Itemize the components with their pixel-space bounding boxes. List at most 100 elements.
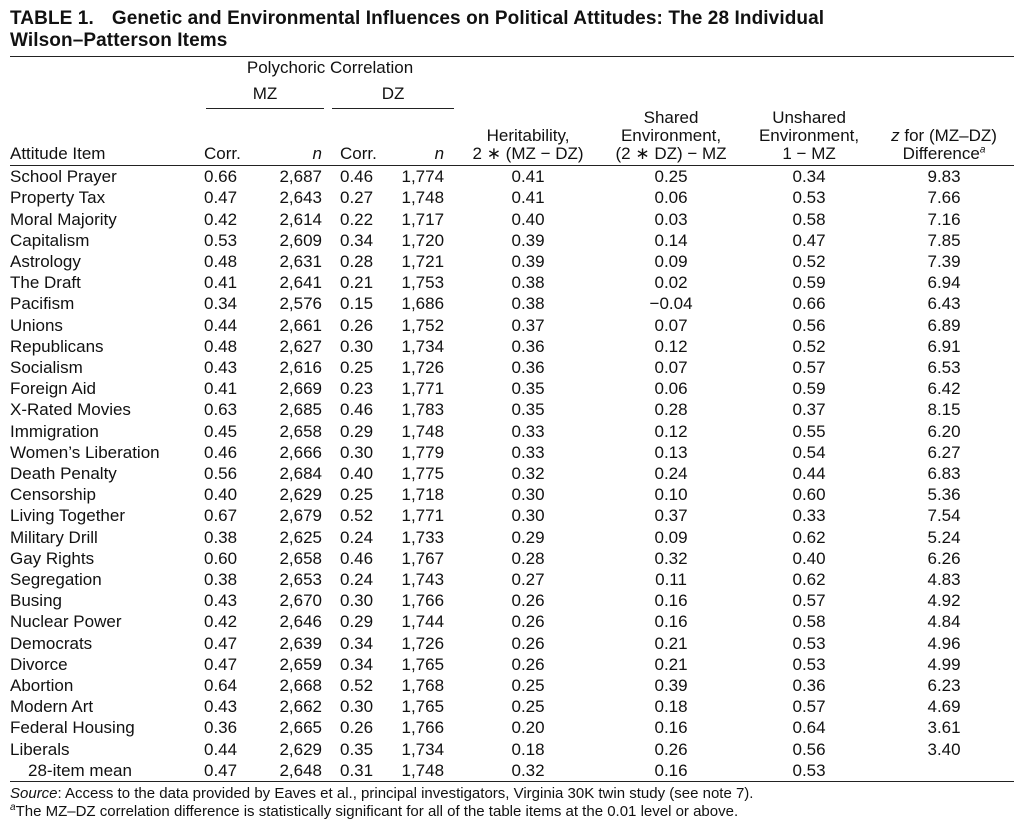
dz-corr-cell: 0.46 — [340, 400, 374, 420]
z-difference-header: z for (MZ–DZ) Differencea — [874, 109, 1015, 167]
z-difference-cell: 7.16 — [927, 209, 961, 229]
mz-corr-cell: 0.43 — [204, 697, 238, 717]
heritability-cell: 0.38 — [511, 273, 545, 293]
table-row: Death Penalty 0.56 2,684 0.40 1,775 0.32 0.24 0… — [10, 463, 1014, 484]
mz-n-cell: 2,641 — [279, 273, 322, 293]
mz-n-cell: 2,684 — [279, 464, 322, 484]
dz-n-cell: 1,726 — [401, 358, 445, 378]
attitude-item-cell: Capitalism — [10, 230, 90, 250]
dz-n-cell: 1,766 — [401, 718, 445, 738]
dz-n-cell: 1,752 — [401, 315, 445, 335]
attitude-item-cell: Living Together — [10, 506, 125, 526]
table-row: Segregation 0.38 2,653 0.24 1,743 0.27 0.11 0.6… — [10, 569, 1014, 590]
dz-n-cell: 1,753 — [401, 273, 445, 293]
shared-environment-cell: 0.06 — [654, 379, 688, 399]
unshared-environment-cell: 0.53 — [792, 633, 826, 653]
mz-n-cell: 2,669 — [279, 379, 322, 399]
heritability-cell: 0.26 — [511, 654, 545, 674]
mz-n-cell: 2,614 — [279, 209, 322, 229]
dz-n-cell: 1,734 — [401, 336, 445, 356]
mz-corr-cell: 0.47 — [204, 188, 238, 208]
attitude-item-cell: School Prayer — [10, 167, 117, 187]
attitude-item-header: Attitude Item — [10, 109, 202, 167]
z-difference-cell: 5.24 — [927, 527, 961, 547]
shared-environment-cell: 0.12 — [654, 336, 688, 356]
z-difference-cell: 6.89 — [927, 315, 961, 335]
mz-corr-cell: 0.41 — [204, 273, 238, 293]
heritability-cell: 0.32 — [511, 464, 545, 484]
unshared-environment-cell: 0.40 — [792, 548, 826, 568]
table-row: Living Together 0.67 2,679 0.52 1,771 0.30 0.3… — [10, 505, 1014, 526]
mean-attitude-item-cell: 28-item mean — [10, 759, 202, 783]
mz-corr-cell: 0.47 — [204, 633, 238, 653]
shared-environment-cell: 0.16 — [654, 718, 688, 738]
dz-corr-cell: 0.34 — [340, 654, 374, 674]
heritability-cell: 0.25 — [511, 697, 545, 717]
dz-corr-cell: 0.24 — [340, 570, 374, 590]
mz-corr-cell: 0.44 — [204, 315, 238, 335]
dz-corr-cell: 0.29 — [340, 421, 374, 441]
table-row: Pacifism 0.34 2,576 0.15 1,686 0.38 −0.04 0.66 6… — [10, 293, 1014, 314]
heritability-cell: 0.36 — [511, 358, 545, 378]
mz-corr-cell: 0.34 — [204, 294, 238, 314]
dz-corr-cell: 0.46 — [340, 548, 374, 568]
unshared-environment-cell: 0.62 — [792, 570, 826, 590]
mz-corr-cell: 0.44 — [204, 739, 238, 759]
shared-environment-cell: 0.07 — [654, 358, 688, 378]
unshared-environment-cell: 0.62 — [792, 527, 826, 547]
z-difference-cell: 7.66 — [927, 188, 961, 208]
header-column-row: Attitude Item Corr. n Corr. n Heritabili… — [10, 109, 1015, 167]
unshared-environment-cell: 0.57 — [792, 358, 826, 378]
heritability-cell: 0.33 — [511, 442, 545, 462]
unshared-environment-cell: 0.53 — [792, 188, 826, 208]
shared-environment-cell: 0.11 — [655, 570, 687, 590]
dz-corr-cell: 0.23 — [340, 379, 374, 399]
title-line-2: Wilson–Patterson Items — [10, 30, 228, 51]
mz-corr-cell: 0.60 — [204, 548, 238, 568]
mz-n-cell: 2,665 — [279, 718, 322, 738]
mean-row: 28-item mean 0.47 2,648 0.31 1,748 0.32 0.16 0.… — [10, 759, 1015, 783]
unshared-environment-cell: 0.44 — [792, 464, 826, 484]
z-difference-cell: 6.26 — [927, 548, 961, 568]
dz-n-cell: 1,686 — [401, 294, 445, 314]
mean-mz-n-cell: 2,648 — [256, 759, 328, 783]
mz-corr-cell: 0.43 — [204, 591, 238, 611]
mz-n-header: n — [256, 109, 328, 167]
mz-corr-cell: 0.47 — [204, 654, 238, 674]
mean-dz-corr-cell: 0.31 — [328, 759, 386, 783]
mz-corr-cell: 0.46 — [204, 442, 238, 462]
unshared-environment-header: Unshared Environment, 1 − MZ — [744, 109, 875, 167]
attitude-item-cell: Property Tax — [10, 188, 106, 208]
table-row: Liberals 0.44 2,629 0.35 1,734 0.18 0.26 0.56 3.… — [10, 739, 1014, 760]
attitude-item-cell: Abortion — [10, 676, 74, 696]
table-row: Military Drill 0.38 2,625 0.24 1,733 0.29 0.09… — [10, 527, 1014, 548]
shared-environment-cell: 0.10 — [654, 485, 688, 505]
heritability-cell: 0.20 — [511, 718, 545, 738]
table-row: Socialism 0.43 2,616 0.25 1,726 0.36 0.07 0.57 6… — [10, 357, 1014, 378]
unshared-environment-cell: 0.56 — [792, 315, 826, 335]
heritability-cell: 0.41 — [511, 188, 545, 208]
dz-corr-cell: 0.25 — [340, 485, 374, 505]
mz-n-cell: 2,629 — [279, 485, 322, 505]
heritability-cell: 0.41 — [511, 167, 545, 187]
dz-n-cell: 1,774 — [401, 167, 445, 187]
z-difference-cell: 8.15 — [927, 400, 961, 420]
mz-corr-cell: 0.53 — [204, 230, 238, 250]
shared-environment-cell: 0.37 — [654, 506, 688, 526]
dz-corr-cell: 0.26 — [340, 718, 374, 738]
z-difference-cell: 6.94 — [927, 273, 961, 293]
table-row: Abortion 0.64 2,668 0.52 1,768 0.25 0.39 0.36 6.… — [10, 675, 1014, 696]
dz-corr-header: Corr. — [328, 109, 386, 167]
mz-n-cell: 2,670 — [279, 591, 322, 611]
mean-unshared-environment-cell: 0.53 — [744, 759, 875, 783]
mz-n-cell: 2,643 — [279, 188, 322, 208]
heritability-cell: 0.30 — [511, 485, 545, 505]
mz-n-cell: 2,627 — [279, 336, 322, 356]
dz-header: DZ — [328, 83, 458, 110]
mz-corr-cell: 0.64 — [204, 676, 238, 696]
mz-corr-cell: 0.48 — [204, 252, 238, 272]
attitude-item-cell: Socialism — [10, 358, 83, 378]
heritability-cell: 0.30 — [511, 506, 545, 526]
attitude-item-cell: Nuclear Power — [10, 612, 122, 632]
unshared-environment-cell: 0.37 — [792, 400, 826, 420]
